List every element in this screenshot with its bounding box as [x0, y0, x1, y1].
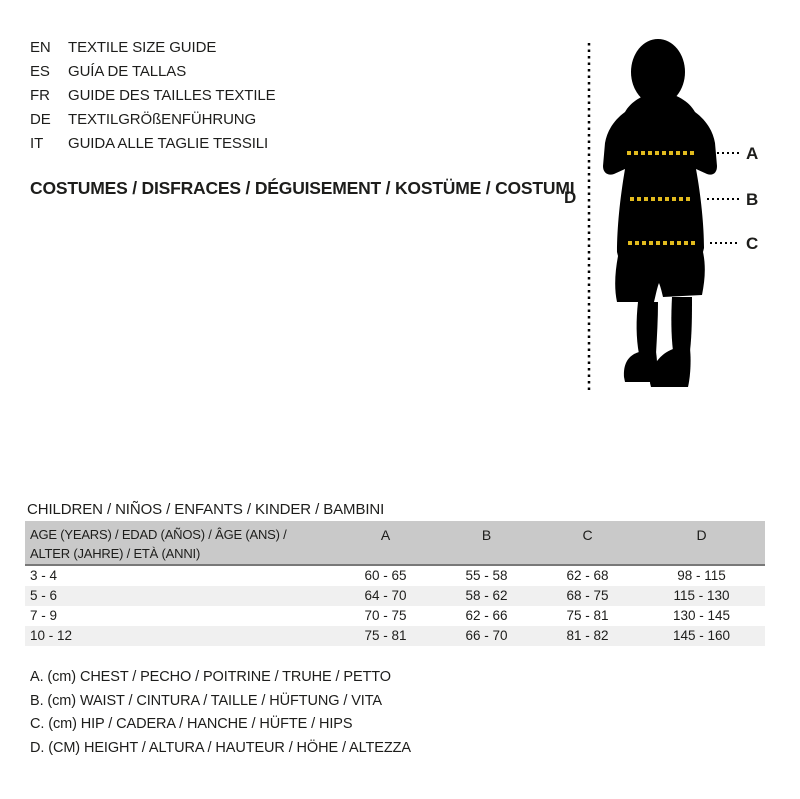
lang-row-en: EN TEXTILE SIZE GUIDE: [30, 36, 276, 60]
height-cell: 115 - 130: [673, 588, 730, 603]
note-waist: B. (cm) WAIST / CINTURA / TAILLE / HÜFTU…: [30, 692, 382, 709]
column-header-a: A: [380, 527, 391, 543]
lang-row-es: ES GUÍA DE TALLAS: [30, 60, 276, 84]
lang-code: DE: [30, 111, 51, 128]
lang-code: IT: [30, 135, 44, 152]
note-hip: C. (cm) HIP / CADERA / HANCHE / HÜFTE / …: [30, 716, 353, 732]
language-guide-list: EN TEXTILE SIZE GUIDE ES GUÍA DE TALLAS …: [30, 36, 276, 156]
chest-label: A: [746, 144, 758, 163]
hip-cell: 68 - 75: [566, 588, 609, 603]
lang-row-fr: FR GUIDE DES TAILLES TEXTILE: [30, 84, 276, 108]
category-title: COSTUMES / DISFRACES / DÉGUISEMENT / KOS…: [30, 178, 575, 198]
table-row: 3 - 4 60 - 65 55 - 58 62 - 68 98 - 115: [25, 566, 765, 586]
column-header-b: B: [481, 527, 492, 543]
table-header-row: AGE (YEARS) / EDAD (AÑOS) / ÂGE (ANS) / …: [25, 521, 765, 566]
chest-cell: 70 - 75: [364, 608, 407, 623]
table-row: 7 - 9 70 - 75 62 - 66 75 - 81 130 - 145: [25, 606, 765, 626]
note-height: D. (CM) HEIGHT / ALTURA / HAUTEUR / HÖHE…: [30, 739, 411, 756]
hip-cell: 81 - 82: [566, 628, 609, 643]
column-header-c: C: [582, 527, 593, 543]
lang-label: TEXTILGRÖßENFÜHRUNG: [68, 111, 257, 128]
hip-cell: 62 - 68: [566, 568, 609, 583]
waist-cell: 62 - 66: [465, 608, 508, 623]
waist-cell: 55 - 58: [465, 568, 508, 583]
measurement-notes: A. (cm) CHEST / PECHO / POITRINE / TRUHE…: [30, 666, 411, 760]
chest-cell: 60 - 65: [364, 568, 407, 583]
height-label: D: [564, 188, 576, 207]
table-row: 5 - 6 64 - 70 58 - 62 68 - 75 115 - 130: [25, 586, 765, 606]
age-cell: 5 - 6: [30, 588, 58, 603]
age-header-line2: ALTER (JAHRE) / ETÀ (ANNI): [30, 546, 201, 561]
height-cell: 130 - 145: [672, 608, 731, 623]
lang-row-de: DE TEXTILGRÖßENFÜHRUNG: [30, 108, 276, 132]
lang-code: ES: [30, 63, 50, 80]
age-cell: 3 - 4: [30, 568, 58, 583]
hip-label: C: [746, 234, 758, 253]
size-table: AGE (YEARS) / EDAD (AÑOS) / ÂGE (ANS) / …: [25, 521, 765, 646]
age-cell: 10 - 12: [30, 628, 73, 643]
table-body: 3 - 4 60 - 65 55 - 58 62 - 68 98 - 115 5…: [25, 566, 765, 646]
lang-label: GUIDA ALLE TAGLIE TESSILI: [68, 135, 269, 152]
height-cell: 145 - 160: [672, 628, 731, 643]
child-measurement-figure: A B C D: [564, 39, 758, 393]
lang-label: TEXTILE SIZE GUIDE: [68, 39, 217, 56]
waist-cell: 58 - 62: [465, 588, 508, 603]
lang-code: FR: [30, 87, 50, 104]
height-cell: 98 - 115: [677, 568, 726, 583]
children-section-title: CHILDREN / NIÑOS / ENFANTS / KINDER / BA…: [27, 501, 385, 518]
chest-cell: 64 - 70: [364, 588, 407, 603]
age-column-header: AGE (YEARS) / EDAD (AÑOS) / ÂGE (ANS) / …: [25, 521, 335, 564]
hip-cell: 75 - 81: [566, 608, 609, 623]
age-header-line1: AGE (YEARS) / EDAD (AÑOS) / ÂGE (ANS) /: [30, 527, 287, 542]
column-header-d: D: [696, 527, 707, 543]
lang-label: GUIDE DES TAILLES TEXTILE: [68, 87, 276, 104]
table-row: 10 - 12 75 - 81 66 - 70 81 - 82 145 - 16…: [25, 626, 765, 646]
child-silhouette: [603, 39, 717, 387]
lang-label: GUÍA DE TALLAS: [68, 63, 187, 80]
lang-code: EN: [30, 39, 51, 56]
waist-cell: 66 - 70: [465, 628, 508, 643]
note-chest: A. (cm) CHEST / PECHO / POITRINE / TRUHE…: [30, 669, 391, 685]
waist-label: B: [746, 190, 758, 209]
lang-row-it: IT GUIDA ALLE TAGLIE TESSILI: [30, 132, 276, 156]
chest-cell: 75 - 81: [364, 628, 407, 643]
age-cell: 7 - 9: [30, 608, 58, 623]
